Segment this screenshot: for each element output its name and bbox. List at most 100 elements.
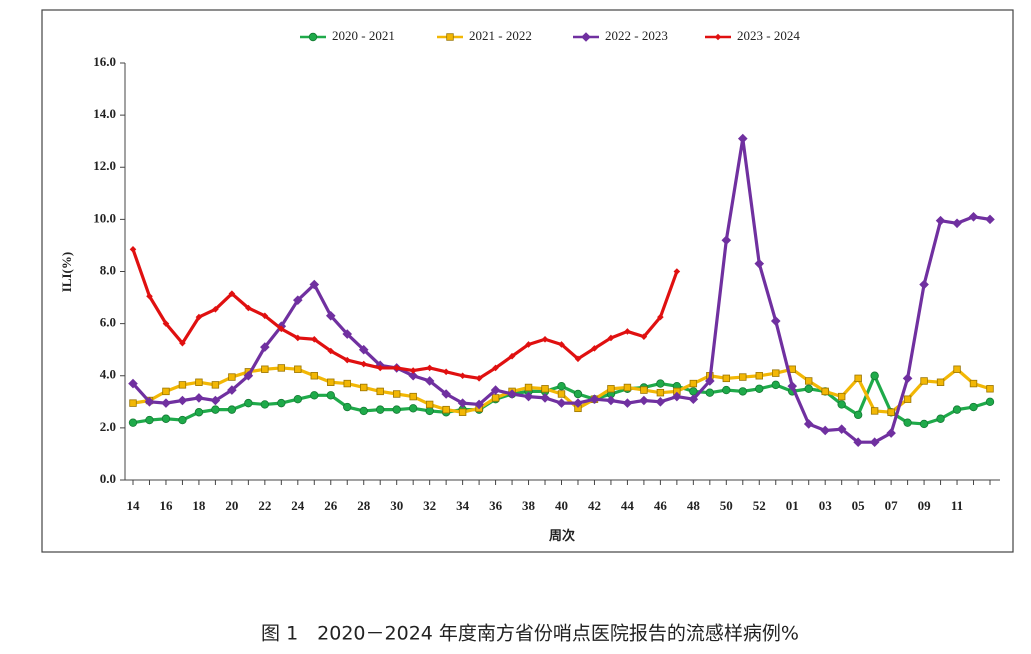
point <box>903 418 912 427</box>
caption: 图 1 2020－2024 年度南方省份哨点医院报告的流感样病例% <box>261 623 799 645</box>
point <box>393 364 400 372</box>
point <box>293 395 303 404</box>
point <box>179 339 186 347</box>
legend-label: 2020 - 2021 <box>332 28 395 43</box>
point <box>326 391 335 400</box>
point <box>195 313 203 321</box>
point <box>573 398 583 408</box>
point <box>820 425 830 436</box>
point <box>920 377 928 385</box>
point <box>705 376 715 386</box>
point <box>657 313 664 321</box>
point <box>919 279 929 290</box>
point <box>194 408 204 417</box>
y-axis-label: ILI(%) <box>59 252 74 292</box>
point <box>446 33 454 41</box>
point <box>903 395 912 403</box>
point <box>557 381 566 391</box>
point <box>358 344 369 355</box>
point <box>968 211 979 222</box>
point <box>787 381 798 391</box>
point <box>129 399 137 407</box>
x-tick-label: 30 <box>390 498 403 513</box>
point <box>755 372 763 380</box>
x-tick-label: 22 <box>258 498 271 513</box>
point <box>902 373 913 384</box>
point <box>639 395 649 406</box>
point <box>408 370 418 381</box>
point <box>261 312 269 320</box>
point <box>308 32 318 42</box>
point <box>770 316 781 326</box>
point <box>211 381 220 389</box>
point <box>821 387 829 396</box>
point <box>573 389 583 399</box>
point <box>952 218 962 229</box>
x-tick-label: 44 <box>621 498 635 513</box>
point <box>558 341 565 348</box>
point <box>936 414 945 423</box>
point <box>359 406 368 416</box>
y-tick-label: 16.0 <box>93 54 116 69</box>
x-tick-label: 32 <box>423 498 436 513</box>
point <box>310 335 318 343</box>
point <box>656 388 665 397</box>
point <box>624 328 631 335</box>
point <box>408 404 418 413</box>
point <box>508 352 516 360</box>
point <box>128 378 138 389</box>
point <box>591 345 598 352</box>
x-tick-label: 28 <box>357 498 371 513</box>
chart-frame <box>41 9 1014 553</box>
point <box>688 394 699 405</box>
x-tick-label: 46 <box>654 498 668 513</box>
point <box>672 391 682 402</box>
x-tick-label: 48 <box>687 498 701 513</box>
x-tick-label: 24 <box>291 498 305 513</box>
legend-label: 2023 - 2024 <box>737 28 800 43</box>
point <box>261 365 269 373</box>
point <box>442 405 450 414</box>
point <box>870 371 879 380</box>
point <box>737 133 748 144</box>
y-tick-label: 10.0 <box>93 210 116 225</box>
point <box>144 397 155 407</box>
x-tick-label: 01 <box>786 498 799 513</box>
point <box>392 405 401 414</box>
point <box>523 391 534 402</box>
point <box>161 398 171 408</box>
point <box>457 398 468 408</box>
point <box>541 385 549 393</box>
point <box>310 391 319 400</box>
point <box>853 437 863 448</box>
point <box>673 268 681 275</box>
point <box>492 364 499 372</box>
point <box>557 390 566 398</box>
point <box>581 32 591 42</box>
point <box>210 395 221 406</box>
point <box>442 368 450 376</box>
point <box>227 405 237 414</box>
y-tick-label: 4.0 <box>100 367 116 382</box>
point <box>606 395 616 406</box>
point <box>607 334 615 342</box>
point <box>589 394 600 405</box>
point <box>490 385 501 395</box>
point <box>211 405 220 414</box>
x-tick-label: 07 <box>885 498 899 513</box>
x-tick-label: 18 <box>192 498 206 513</box>
point <box>194 393 204 403</box>
x-tick-label: 16 <box>159 498 173 513</box>
point <box>212 305 219 313</box>
point <box>705 388 715 397</box>
point <box>424 376 435 386</box>
point <box>228 373 236 381</box>
point <box>376 364 384 372</box>
point <box>556 398 567 408</box>
point <box>458 408 467 416</box>
point <box>161 414 171 423</box>
point <box>738 387 747 396</box>
point <box>952 405 962 414</box>
point <box>574 355 582 363</box>
point <box>869 437 880 448</box>
